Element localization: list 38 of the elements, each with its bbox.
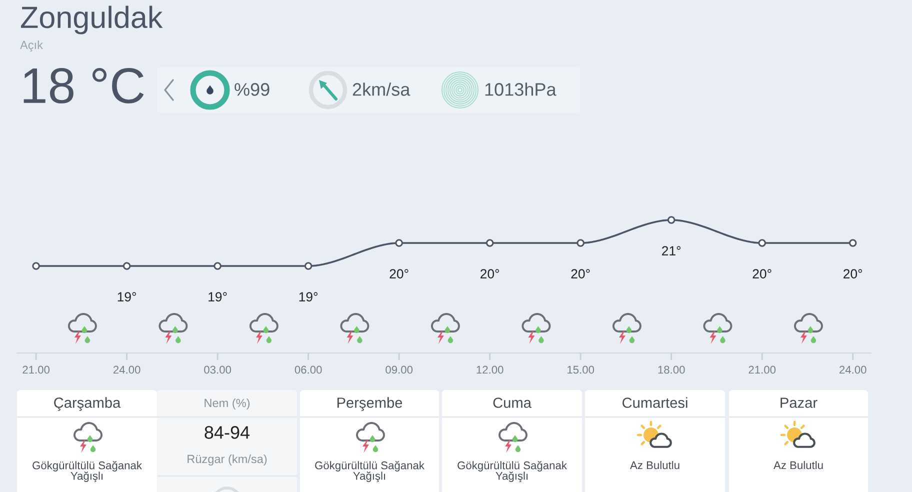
text: Zonguldak [20, 6, 163, 34]
x-tick-label: 18.00 [658, 366, 685, 374]
x-tick-label: 21.00 [22, 366, 50, 374]
x-tick-label: 24.00 [113, 366, 140, 374]
x-tick-label: 09.00 [386, 366, 413, 374]
text: 84-94 [204, 426, 250, 439]
x-tick-label: 21.00 [748, 366, 776, 374]
text: Çarşamba [54, 397, 121, 411]
text: Az Bulutlu [774, 461, 823, 470]
data-label: 20° [480, 269, 500, 278]
text: Gökgürültülü Sağanak Yağışlı [315, 461, 424, 482]
data-label: 19° [208, 292, 227, 302]
x-tick-label: 03.00 [204, 366, 232, 374]
text: %99 [234, 83, 270, 96]
x-tick-label: 24.00 [840, 366, 866, 374]
x-tick-label: 06.00 [294, 366, 322, 374]
x-tick-label: 15.00 [568, 366, 594, 374]
text: Gökgürültülü Sağanak Yağışlı [458, 461, 567, 482]
text: Cumartesi [622, 397, 688, 408]
text: Nem (%) [204, 398, 250, 410]
data-label: 20° [390, 269, 408, 278]
text: Gökgürültülü Sağanak Yağışlı [32, 461, 142, 482]
text: Cuma [493, 398, 532, 408]
data-label: 20° [844, 269, 862, 278]
data-label: 19° [118, 292, 136, 302]
text: Pazar [780, 398, 818, 408]
text: Az Bulutlu [630, 461, 680, 470]
text: Rüzgar (km/sa) [188, 454, 267, 466]
x-tick-label: 12.00 [476, 366, 504, 374]
data-label: 20° [752, 269, 772, 278]
text: Perşembe [337, 397, 402, 411]
text: 2km/sa [352, 82, 410, 96]
text: 1013hPa [485, 82, 556, 96]
data-label: 19° [299, 292, 318, 302]
text: 18 °C [24, 68, 144, 104]
data-label: 20° [571, 269, 590, 278]
data-label: 21° [662, 246, 681, 256]
text: Açık [20, 40, 43, 52]
